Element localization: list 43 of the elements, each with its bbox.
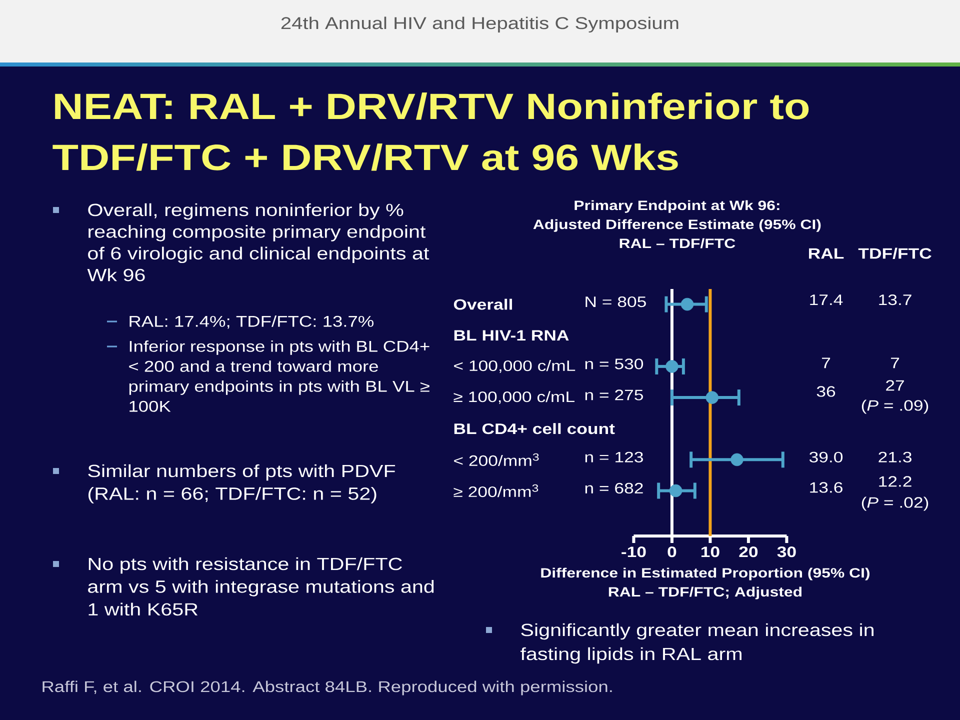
annotation: N = 805 [586,296,646,308]
annotation: n = 530 [585,358,644,370]
text: Overall, regimens noninferior by % reaching composite primary endpoint of 6 virologic and clinical endpoints at Wk 96 [87,203,430,282]
text: 7 [891,358,900,368]
annotation: n = 275 [585,390,643,400]
annotation: n = 123 [585,452,643,462]
x-axis-title: Difference in Estimated Proportion (95% CI) RAL – TDF/FTC; Adjusted [541,568,870,600]
text: 7 [822,358,830,368]
text: 17.4 [810,294,843,305]
text: RAL: 17.4%; TDF/FTC: 13.7% [130,315,374,329]
chart-subtitle: Adjusted Difference Estimate (95% CI) RAL – TDF/FTC [533,219,821,248]
text: 39.0 [809,452,843,462]
x-tick-label: 10 [701,546,720,558]
text: Raffi F, et al. CROI 2014. Abstract 84LB. Reproduced with permission. [42,680,612,696]
text: 21.3 [878,452,912,462]
y-tick-label: < 200/mm$^{3}$ [454,453,539,466]
text: TDF/FTC [858,248,932,259]
text: Significantly greater mean increases in fasting lipids in RAL arm [520,623,874,664]
y-tick-label: < 100,000 c/mL [454,360,576,373]
chart-title: Primary Endpoint at Wk 96: [574,200,780,213]
text: 36 [816,386,836,397]
x-tick-label: 30 [777,546,796,558]
text: Similar numbers of pts with PDVF (RAL: n = 66; TDF/FTC: n = 52) [88,464,396,504]
text: 13.6 [810,482,842,493]
x-tick-label: -10 [622,546,646,558]
text: 13.7 [879,294,912,306]
y-tick-label: ≥ 100,000 c/mL [454,391,574,404]
y-tick-label: ≥ 200/mm$^{3}$ [454,484,538,498]
text: 12.2 [879,476,912,487]
text: (P = .09) [862,400,928,414]
text: (P = .02) [862,496,928,511]
text: NEAT: RAL + DRV/RTV Noninferior to TDF/FTC + DRV/RTV at 96 Wks [52,92,809,171]
text: 24th Annual HIV and Hepatitis C Symposium [281,16,678,33]
y-tick-label: Overall [454,298,512,310]
x-tick-label: 0 [668,546,676,558]
text: Inferior response in pts with BL CD4+ < 200 and a trend toward more primary endpoints in pts with BL VL ≥ 100K [129,340,430,412]
annotation: n = 682 [585,482,643,494]
text: No pts with resistance in TDF/FTC arm vs 5 with integrase mutations and 1 with K65R [88,557,434,616]
x-tick-label: 20 [739,546,758,558]
text: 27 [886,380,904,391]
y-tick-label: BL CD4+ cell count [454,423,615,434]
text: RAL [809,248,844,259]
y-tick-label: BL HIV-1 RNA [454,330,569,341]
